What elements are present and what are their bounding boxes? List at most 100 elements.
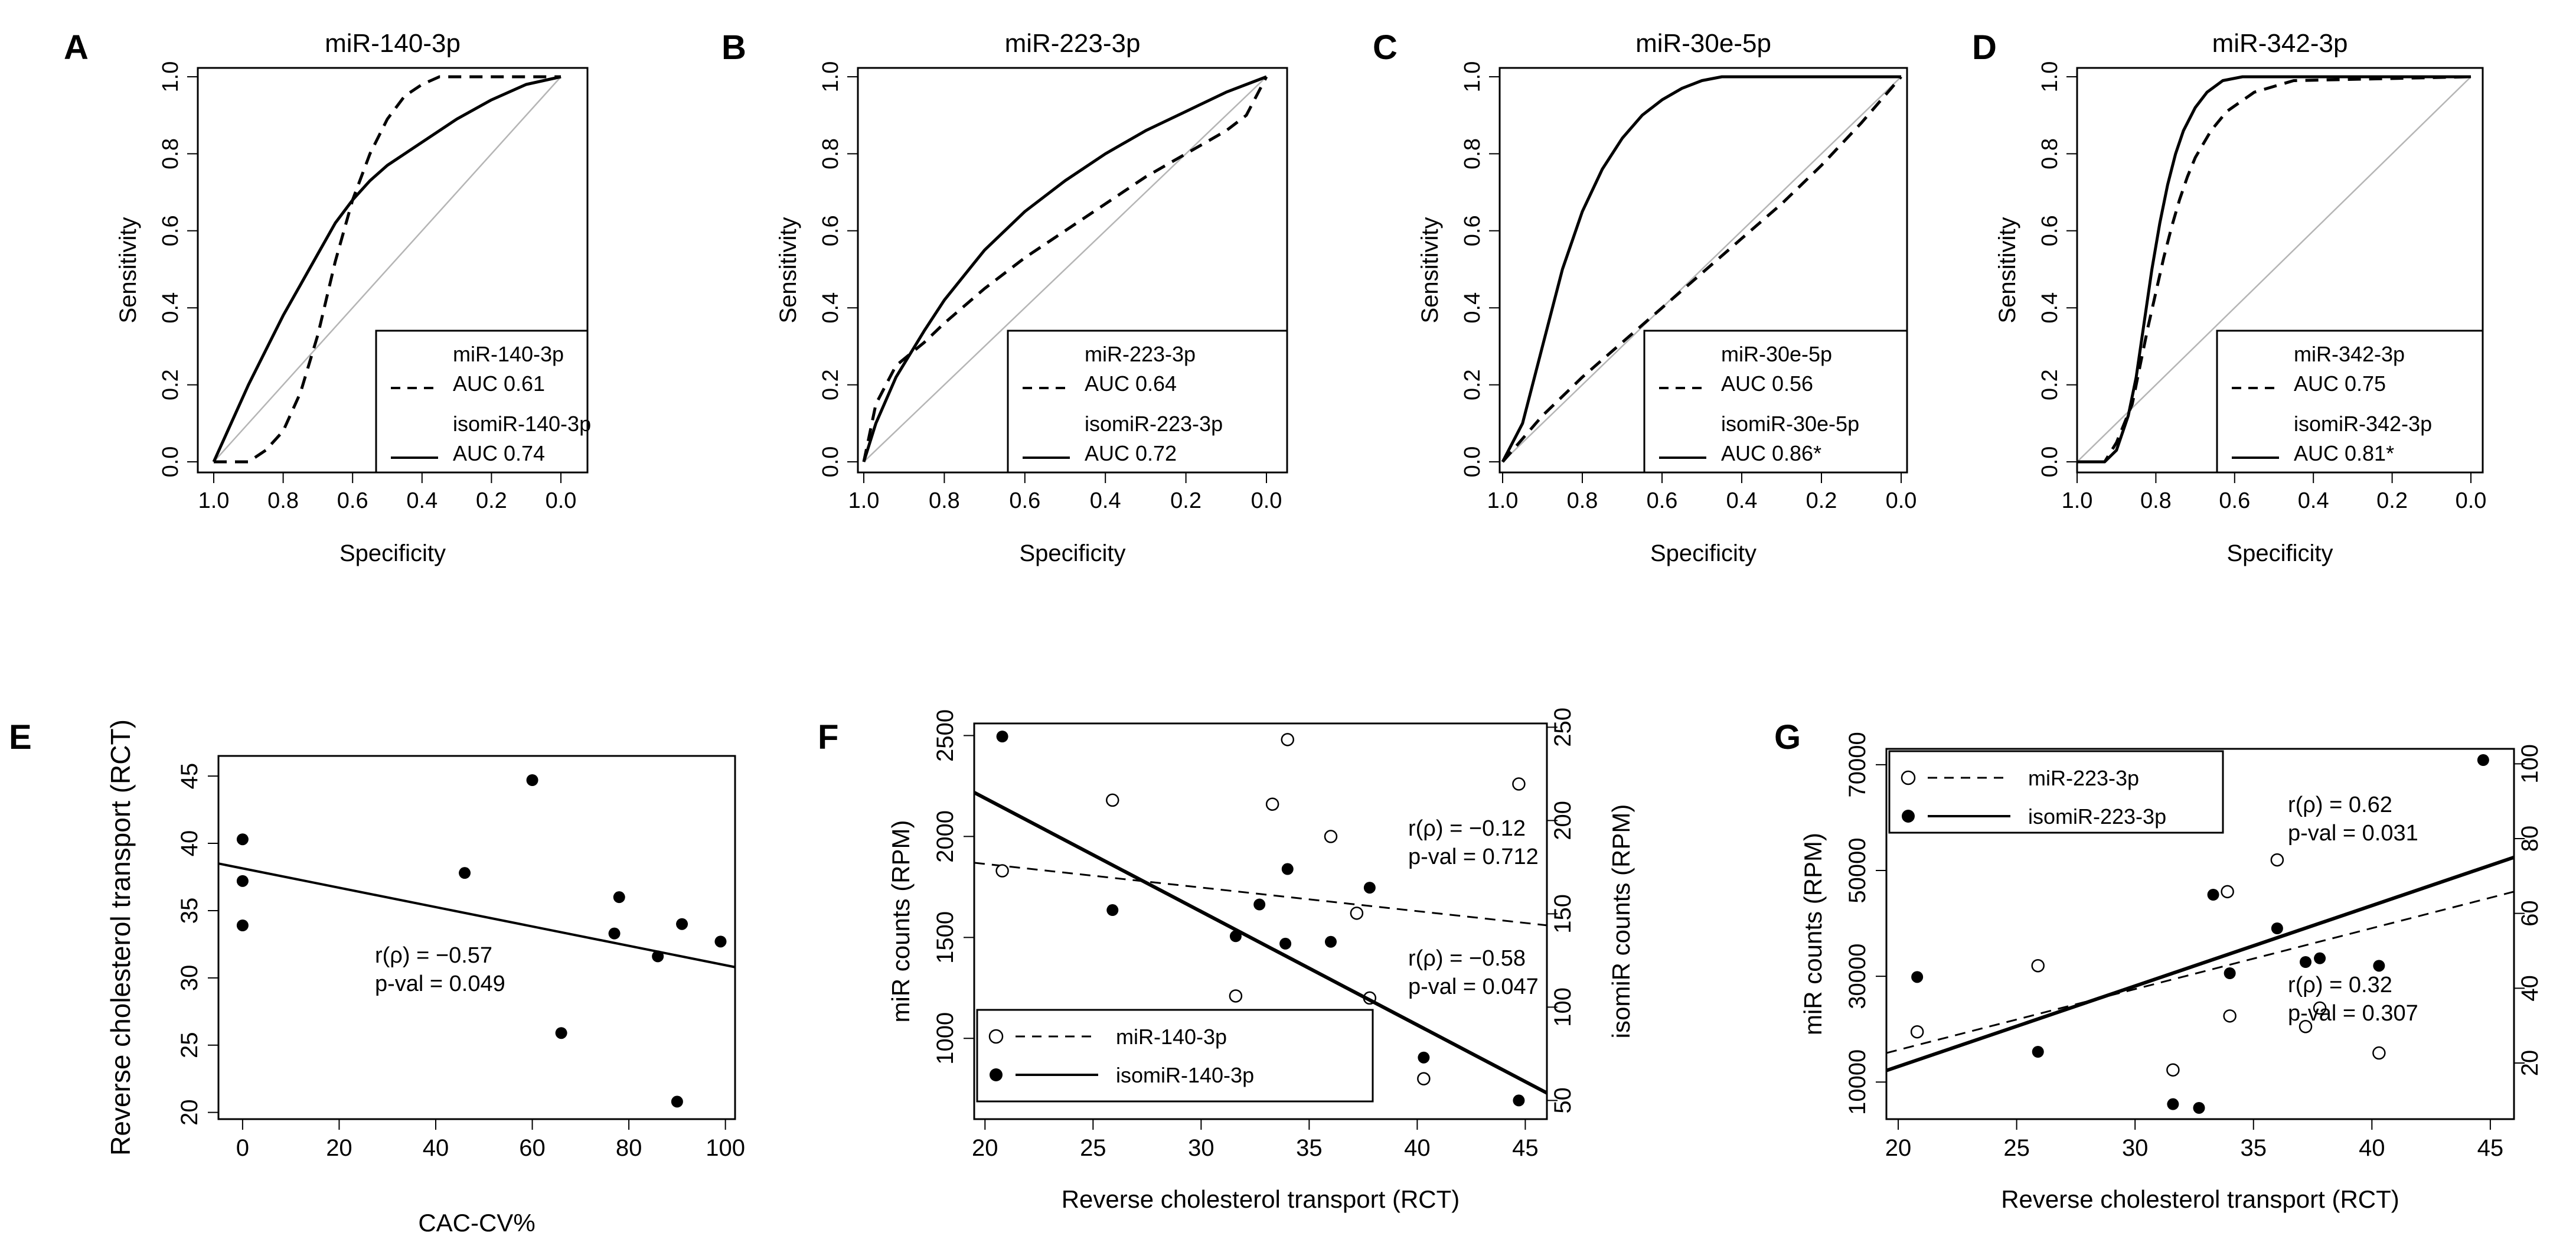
x-tick-label: 1.0: [848, 488, 880, 513]
y-tick-label: 10000: [1844, 1049, 1870, 1115]
isomir-regression-line: [1886, 855, 2515, 1072]
isomir-data-point: [1513, 1094, 1525, 1107]
plot-frame: [1885, 748, 2515, 1120]
legend-series-name: isomiR-223-3p: [1085, 412, 1223, 436]
chart-title: miR-342-3p: [2212, 29, 2348, 58]
y-axis-label: miR counts (RPM): [887, 820, 915, 1022]
x-tick-label: 30: [1188, 1135, 1214, 1161]
mir-data-point: [1281, 733, 1295, 746]
legend-series-name: miR-140-3p: [1116, 1025, 1227, 1049]
mir-data-point: [1324, 830, 1338, 843]
data-point: [555, 1027, 567, 1039]
x-axis-label: Specificity: [2226, 540, 2333, 566]
reference-diagonal: [2077, 76, 2471, 462]
data-point: [236, 833, 249, 846]
panel-letter: F: [818, 718, 838, 757]
y-tick-label: 30000: [1844, 944, 1870, 1009]
isomir-data-point: [2271, 922, 2283, 934]
y2-tick-label: 80: [2517, 826, 2543, 852]
isomir-data-point: [1229, 930, 1242, 943]
x-tick-label: 1.0: [2062, 488, 2093, 513]
mir-roc-curve: [2077, 75, 2471, 464]
y-tick-label: 40: [177, 830, 203, 857]
y-tick-label: 0.4: [158, 292, 183, 324]
y-tick-label: 0.6: [1460, 215, 1485, 246]
x-tick-label: 0.8: [929, 488, 960, 513]
legend-series-name: miR-223-3p: [1085, 342, 1196, 366]
y2-tick-label: 20: [2517, 1050, 2543, 1077]
x-tick-label: 0.8: [2140, 488, 2172, 513]
y2-tick-label: 100: [2517, 744, 2543, 784]
y2-tick-label: 40: [2517, 975, 2543, 1002]
y-tick-label: 2500: [932, 709, 958, 762]
legend-series-name: isomiR-30e-5p: [1721, 412, 1859, 436]
y-tick-label: 0.8: [2038, 138, 2062, 169]
mir-data-point: [1910, 1025, 1924, 1039]
legend-auc-value: AUC 0.81*: [2294, 441, 2394, 465]
x-tick-label: 20: [1885, 1135, 1912, 1161]
mir-data-point: [2270, 853, 2284, 867]
panel-letter: D: [1972, 28, 1997, 67]
x-tick-label: 0.8: [1567, 488, 1598, 513]
mir-data-point: [2299, 1020, 2313, 1033]
y-tick-label: 0.2: [818, 369, 843, 400]
x-tick-label: 0.0: [1886, 488, 1917, 513]
legend-auc-value: AUC 0.86*: [1721, 441, 1821, 465]
y-tick-label: 0.2: [158, 369, 183, 400]
y-tick-label: 1000: [932, 1012, 958, 1065]
y-axis-label: Reverse cholesterol transport (RCT): [105, 719, 136, 1156]
y-tick-label: 0.6: [158, 215, 183, 246]
x-tick-label: 100: [706, 1135, 745, 1161]
legend-series-name: isomiR-140-3p: [453, 412, 591, 436]
y-tick-label: 0.4: [818, 292, 843, 324]
x-axis-label: Specificity: [1019, 540, 1125, 566]
correlation-p-value: p-val = 0.031: [2288, 821, 2418, 846]
y-tick-label: 70000: [1844, 732, 1870, 797]
x-tick-label: 0.2: [2376, 488, 2408, 513]
y2-axis-label: isomiR counts (RPM): [1607, 804, 1635, 1039]
correlation-coefficient: r(ρ) = −0.57: [375, 943, 492, 968]
mir-roc-curve: [862, 76, 1268, 462]
scatter-panel-g: G 20 25 30 35 40 45 10000 30000 50000 70000 Reverse…: [1774, 718, 2576, 1213]
isomir-roc-curve: [862, 75, 1267, 462]
y-tick-label: 0.4: [2038, 292, 2062, 324]
correlation-p-value: p-val = 0.047: [1408, 974, 1539, 999]
chart-title: miR-223-3p: [1005, 29, 1141, 58]
mir-data-point: [2031, 958, 2045, 973]
x-axis-label: Reverse cholesterol transport (RCT): [1062, 1185, 1460, 1213]
x-tick-label: 0.0: [1251, 488, 1282, 513]
mir-data-point: [2166, 1063, 2180, 1077]
y-tick-label: 0.6: [818, 215, 843, 246]
x-axis-label: Specificity: [339, 540, 446, 566]
data-point: [526, 774, 538, 786]
reference-diagonal: [863, 76, 1267, 462]
legend-box: [2216, 330, 2484, 474]
x-tick-label: 60: [519, 1135, 546, 1161]
x-tick-label: 45: [2477, 1135, 2504, 1161]
x-tick-label: 0.4: [1726, 488, 1758, 513]
x-tick-label: 25: [2003, 1135, 2030, 1161]
y-tick-label: 50000: [1844, 837, 1870, 903]
x-tick-label: 40: [2359, 1135, 2385, 1161]
x-tick-label: 0.6: [337, 488, 368, 513]
chart-title: miR-30e-5p: [1635, 29, 1771, 58]
y-tick-label: 25: [177, 1032, 203, 1058]
x-tick-label: 0.4: [406, 488, 438, 513]
data-point: [652, 950, 664, 963]
correlation-p-value: p-val = 0.049: [375, 971, 505, 996]
mir-data-point: [2223, 1009, 2237, 1023]
legend-series-name: isomiR-140-3p: [1116, 1063, 1254, 1087]
y-tick-label: 0.4: [1460, 292, 1485, 324]
legend-series-name: miR-223-3p: [2028, 766, 2139, 790]
y-tick-label: 1.0: [158, 61, 183, 93]
data-point: [459, 867, 471, 879]
legend-series-name: miR-140-3p: [453, 342, 564, 366]
mir-data-point: [1512, 777, 1526, 791]
x-tick-label: 0.8: [267, 488, 299, 513]
y-tick-label: 0.0: [818, 446, 843, 478]
isomir-data-point: [2477, 754, 2489, 766]
y-tick-label: 1.0: [2038, 61, 2062, 93]
legend-auc-value: AUC 0.72: [1085, 441, 1177, 465]
